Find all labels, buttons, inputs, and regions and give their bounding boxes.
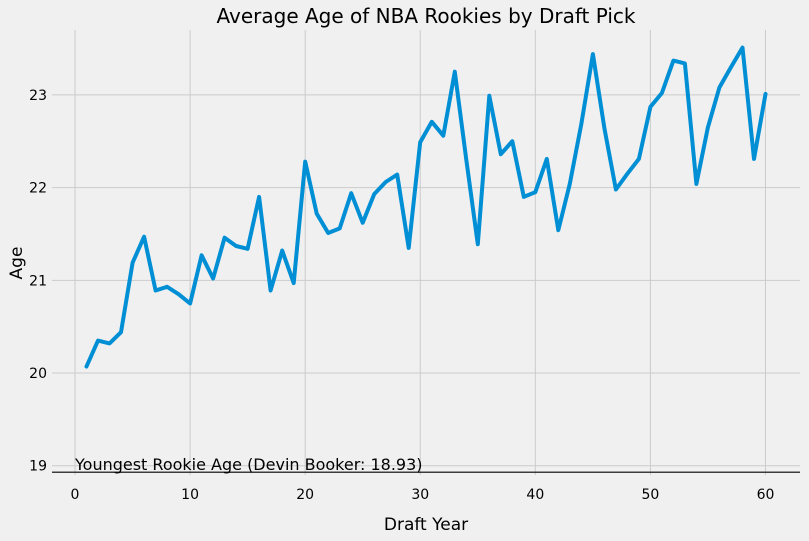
x-tick-label: 10 — [181, 487, 199, 503]
x-tick-label: 20 — [296, 487, 314, 503]
chart-title: Average Age of NBA Rookies by Draft Pick — [217, 4, 636, 28]
youngest-age-annotation: Youngest Rookie Age (Devin Booker: 18.93… — [74, 455, 423, 474]
x-tick-label: 60 — [757, 487, 775, 503]
y-tick-labels: 19 20 21 22 23 — [29, 88, 47, 475]
x-tick-label: 50 — [641, 487, 659, 503]
y-tick-label: 22 — [29, 181, 47, 197]
y-tick-label: 19 — [29, 459, 47, 475]
x-axis-label: Draft Year — [384, 515, 468, 535]
series-layer — [84, 45, 768, 369]
y-tick-label: 20 — [29, 366, 47, 382]
x-tick-labels: 0 10 20 30 40 50 60 — [71, 487, 775, 503]
y-tick-label: 21 — [29, 273, 47, 289]
series-line-0 — [84, 45, 768, 369]
x-tick-label: 40 — [526, 487, 544, 503]
x-tick-label: 0 — [71, 487, 80, 503]
x-tick-label: 30 — [411, 487, 429, 503]
y-axis-label: Age — [7, 247, 27, 280]
grid-lines — [52, 30, 800, 475]
y-tick-label: 23 — [29, 88, 47, 104]
